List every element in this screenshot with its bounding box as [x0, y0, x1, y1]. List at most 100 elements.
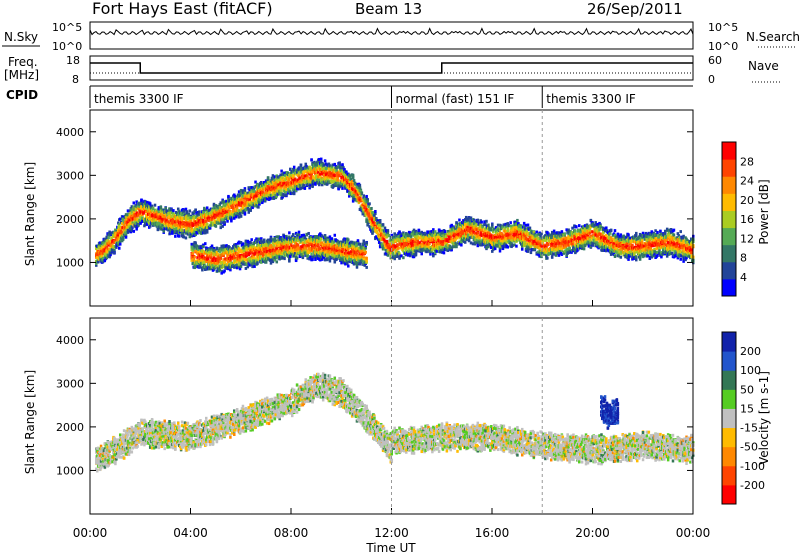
data-cell	[267, 188, 271, 192]
data-cell	[102, 242, 106, 246]
data-cell	[364, 250, 367, 254]
data-cell	[223, 261, 226, 265]
data-cell	[193, 227, 196, 231]
data-cell	[372, 220, 375, 224]
data-cell	[302, 183, 306, 187]
data-cell	[180, 218, 184, 222]
data-cell	[110, 237, 113, 241]
data-cell	[114, 238, 117, 242]
data-cell	[256, 262, 259, 266]
data-cell	[135, 200, 138, 204]
data-cell	[170, 208, 173, 212]
data-cell	[294, 168, 298, 172]
data-cell	[316, 163, 319, 167]
data-cell	[170, 216, 173, 220]
data-cell	[218, 249, 222, 253]
data-cell	[176, 218, 180, 222]
data-cell	[223, 200, 226, 204]
cpid-panel: CPID themis 3300 IF normal (fast) 151 IF t…	[6, 85, 693, 108]
data-cell	[190, 216, 193, 220]
data-cell	[181, 221, 185, 225]
data-cell	[310, 174, 313, 178]
data-cell	[253, 189, 256, 193]
data-cell	[148, 216, 152, 220]
data-cell	[283, 194, 286, 198]
data-cell	[187, 227, 191, 231]
data-cell	[255, 192, 258, 196]
data-cell	[106, 239, 109, 243]
noise-sky-trace	[89, 27, 694, 36]
data-cell	[304, 181, 308, 185]
data-cell	[272, 189, 276, 193]
data-cell	[226, 262, 229, 266]
data-cell	[255, 184, 258, 188]
noise-right-label: N.Search	[746, 30, 800, 44]
data-cell	[246, 198, 250, 202]
data-cell	[273, 178, 277, 182]
data-cell	[291, 186, 294, 190]
data-cell	[382, 232, 386, 236]
data-cell	[230, 218, 233, 222]
data-cell	[258, 200, 261, 204]
data-cell	[174, 234, 177, 238]
data-cell	[299, 186, 303, 190]
data-cell	[378, 223, 382, 227]
data-cell	[222, 218, 225, 222]
data-cell	[310, 158, 313, 162]
data-cell	[222, 258, 225, 262]
data-cell	[138, 204, 141, 208]
data-cell	[331, 180, 335, 184]
data-cell	[382, 234, 386, 238]
data-cell	[348, 174, 352, 178]
data-cell	[208, 226, 212, 230]
data-cell	[232, 209, 235, 213]
data-cell	[204, 248, 208, 252]
data-cell	[276, 175, 280, 179]
data-cell	[236, 212, 240, 216]
cpid-label: CPID	[6, 88, 38, 102]
data-cell	[369, 217, 372, 221]
data-cell	[365, 241, 368, 245]
data-cell	[377, 221, 380, 225]
data-cell	[348, 194, 351, 198]
data-cell	[148, 208, 152, 212]
data-cell	[171, 230, 174, 234]
data-cell	[333, 233, 337, 237]
data-cell	[317, 160, 320, 164]
data-cell	[206, 255, 210, 259]
data-cell	[387, 234, 391, 238]
data-cell	[309, 183, 312, 187]
data-cell	[324, 173, 328, 177]
data-cell	[204, 219, 208, 223]
data-cell	[241, 189, 245, 193]
data-cell	[293, 184, 297, 188]
data-cell	[279, 189, 282, 193]
data-cell	[220, 244, 223, 248]
data-cell	[362, 210, 366, 214]
data-cell	[163, 214, 166, 218]
data-cell	[302, 179, 306, 183]
data-cell	[356, 186, 360, 190]
data-cell	[204, 246, 208, 250]
data-cell	[257, 186, 260, 190]
data-cell	[283, 171, 286, 175]
data-cell	[200, 230, 203, 234]
data-cell	[359, 189, 363, 193]
data-cell	[264, 183, 268, 187]
data-cell	[383, 226, 387, 230]
data-cell	[206, 257, 210, 261]
data-cell	[295, 181, 299, 185]
data-cell	[109, 253, 112, 257]
data-cell	[151, 207, 155, 211]
data-cell	[366, 199, 369, 203]
data-cell	[225, 244, 228, 248]
data-cell	[262, 238, 266, 242]
data-cell	[212, 217, 216, 221]
freq-panel: Freq. [MHz] 18 8 60 0 Nave	[4, 54, 782, 86]
data-cell	[288, 178, 291, 182]
data-cell	[285, 187, 288, 191]
data-cell	[302, 171, 306, 175]
data-cell	[250, 238, 253, 242]
data-cell	[308, 181, 311, 185]
data-cell	[198, 263, 201, 267]
